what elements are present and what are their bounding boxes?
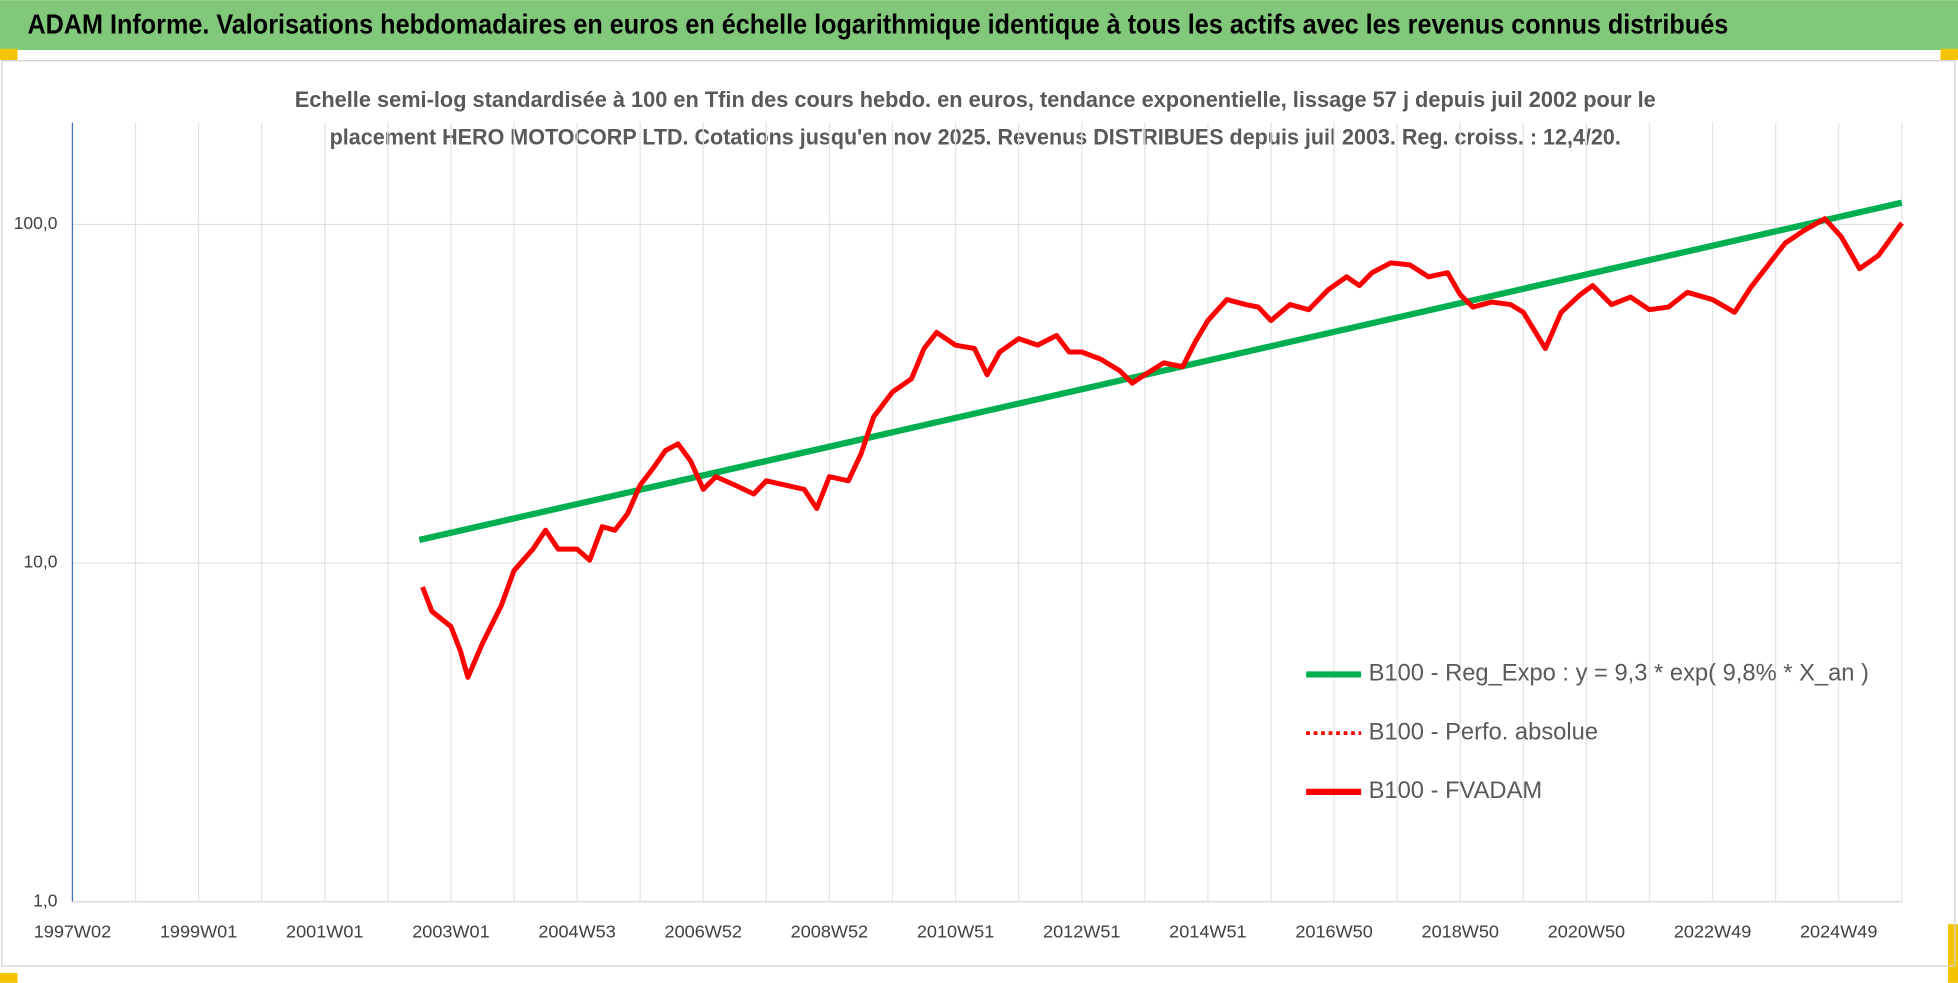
x-tick-label: 2018W50 <box>1422 922 1500 942</box>
y-tick-label: 1,0 <box>33 890 58 910</box>
corner-mark <box>1940 48 1958 61</box>
x-tick-label: 2012W51 <box>1043 922 1120 942</box>
x-tick-label: 2006W52 <box>665 922 742 942</box>
x-tick-label: 2004W53 <box>538 922 615 942</box>
y-tick-label: 10,0 <box>23 552 57 572</box>
x-tick-label: 2014W51 <box>1169 922 1246 942</box>
corner-mark <box>0 972 18 983</box>
x-tick-label: 2003W01 <box>412 922 489 942</box>
x-tick-label: 2010W51 <box>917 922 994 942</box>
legend-label: B100 - Reg_Expo : y = 9,3 * exp( 9,8% * … <box>1369 661 1869 687</box>
corner-mark <box>0 48 18 61</box>
x-tick-label: 2024W49 <box>1800 922 1877 942</box>
header-title: ADAM Informe. Valorisations hebdomadaire… <box>27 9 1728 40</box>
y-tick-label: 100,0 <box>14 213 58 233</box>
x-tick-label: 1997W02 <box>34 922 111 942</box>
legend-label: B100 - Perfo. absolue <box>1369 719 1598 745</box>
x-tick-label: 2020W50 <box>1548 922 1626 942</box>
chart-border <box>1 60 1956 967</box>
x-tick-label: 2016W50 <box>1295 922 1373 942</box>
x-tick-label: 1999W01 <box>160 922 237 942</box>
chart-title: placement HERO MOTOCORP LTD. Cotations j… <box>330 125 1621 150</box>
x-tick-label: 2022W49 <box>1674 922 1751 942</box>
header-bar <box>0 0 1958 51</box>
x-tick-label: 2001W01 <box>286 922 363 942</box>
x-tick-label: 2008W52 <box>791 922 868 942</box>
corner-mark <box>1948 924 1958 983</box>
chart-title: Echelle semi-log standardisée à 100 en T… <box>295 87 1656 112</box>
series-line <box>418 199 1903 543</box>
legend-label: B100 - FVADAM <box>1369 778 1543 804</box>
series-line <box>420 216 1904 680</box>
